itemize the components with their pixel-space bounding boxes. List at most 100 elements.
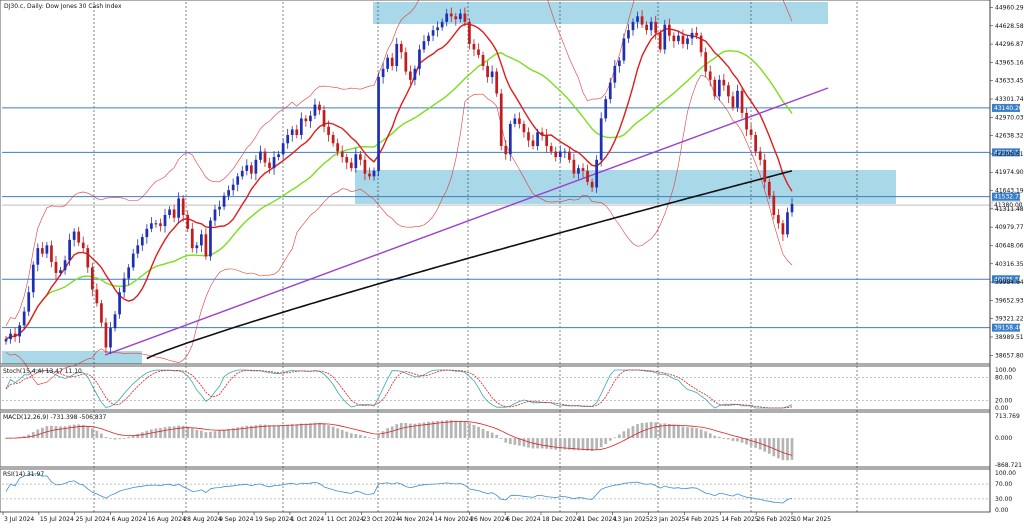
macd-histogram-bar [518, 438, 521, 446]
macd-histogram-bar [736, 438, 739, 442]
time-tick-label: 26 Nov 2024 [470, 516, 509, 523]
macd-histogram-bar [749, 438, 753, 446]
candle-bear [481, 54, 485, 67]
macd-histogram-bar [68, 425, 71, 439]
macd-histogram-bar [608, 438, 612, 441]
candle-bear [477, 49, 480, 55]
current-price-tag [991, 200, 1021, 210]
macd-histogram-bar [81, 424, 85, 439]
ma-green-line [5, 50, 793, 340]
macd-histogram-bar [495, 434, 499, 439]
candle-bear [581, 168, 585, 171]
price-tick-label: 39652.93 [995, 297, 1024, 304]
macd-tick-label: -868.721 [995, 462, 1022, 469]
macd-histogram-bar [699, 429, 703, 439]
macd-histogram-bar [236, 427, 240, 439]
current-price-label: 41380.00 [994, 202, 1023, 209]
candle-bull [4, 339, 8, 342]
candle-bear [345, 157, 349, 163]
candle-bear [722, 79, 726, 86]
macd-histogram-bar [549, 438, 553, 450]
macd-histogram-bar [595, 438, 598, 451]
macd-histogram-bar [627, 428, 630, 439]
macd-histogram-bar [349, 433, 353, 439]
price-tick-label: 39321.22 [995, 316, 1024, 323]
macd-histogram-bar [281, 425, 285, 439]
macd-histogram-bar [86, 426, 90, 439]
candle-bull [145, 228, 149, 238]
macd-histogram-bar [563, 438, 567, 450]
macd-histogram-bar [418, 423, 421, 439]
macd-histogram-bar [54, 426, 58, 439]
candle-bear [181, 198, 185, 216]
time-tick-label: 4 Feb 2025 [685, 516, 719, 523]
macd-histogram-bar [572, 438, 576, 451]
candle-bear [336, 143, 340, 152]
candle-bull [213, 209, 217, 221]
macd-histogram-bar [131, 435, 135, 439]
candle-bull [36, 248, 40, 265]
macd-histogram-bar [386, 428, 390, 439]
trendline-layer[interactable] [104, 87, 829, 356]
macd-histogram-bar [649, 422, 653, 439]
candle-bull [386, 57, 390, 69]
candle-bear [190, 228, 194, 249]
candle-bull [608, 82, 612, 100]
time-tick-label: 26 Feb 2025 [757, 516, 795, 523]
time-tick-label: 14 Feb 2025 [721, 516, 759, 523]
candle-bull [413, 68, 417, 80]
macd-histogram-bar [413, 423, 417, 439]
macd-histogram-bar [118, 438, 121, 440]
macd-histogram-bar [427, 421, 430, 439]
macd-histogram-bar [31, 432, 35, 439]
macd-histogram-bar [436, 420, 439, 439]
macd-histogram-bar [381, 431, 385, 439]
ma-red-line [5, 23, 793, 340]
macd-histogram-bar [672, 424, 676, 439]
macd-histogram-bar [404, 423, 408, 439]
candle-bear [568, 151, 571, 160]
macd-histogram-bar [422, 422, 426, 439]
candle-bull [22, 311, 26, 326]
macd-histogram-bar [686, 427, 689, 439]
candle-bear [486, 66, 489, 78]
macd-histogram-bar [645, 422, 648, 439]
macd-histogram-bar [486, 431, 489, 439]
rsi-tick-label: 70.00 [995, 481, 1012, 488]
macd-histogram-bar [204, 432, 208, 439]
macd-histogram-bar [681, 426, 685, 439]
candle-bear [749, 129, 753, 135]
candle-bear [104, 322, 108, 348]
candle-bull [627, 30, 630, 39]
candle-bear [586, 170, 589, 182]
candle-bear [81, 242, 85, 249]
macd-histogram-bar [513, 438, 517, 445]
macd-histogram-bar [77, 424, 81, 439]
candle-bull [604, 99, 608, 119]
macd-histogram-bar [558, 438, 562, 450]
macd-histogram-bar [109, 438, 112, 439]
candles [4, 7, 794, 355]
macd-histogram-bar [95, 430, 99, 439]
candle-bear [77, 231, 81, 243]
candle-bull [736, 90, 739, 108]
candle-bull [636, 16, 639, 22]
macd-histogram-bar [504, 438, 508, 443]
macd-histogram-bar [617, 434, 621, 439]
macd-histogram-bar [286, 424, 290, 439]
macd-histogram-bar [713, 435, 717, 439]
macd-histogram-bar [508, 438, 512, 445]
candle-bull [240, 170, 244, 177]
price-tick-label: 38657.80 [995, 352, 1024, 359]
macd-histogram-bar [322, 423, 326, 439]
candle-bear [331, 134, 335, 144]
highlight-zones [2, 2, 896, 364]
candle-bear [472, 43, 476, 50]
macd-histogram-bar [445, 420, 449, 439]
candle-bear [204, 234, 208, 257]
macd-histogram-bar [454, 420, 458, 439]
horizontal-levels[interactable]: 43140.26 42335.12 41532.73 40035.50 39158.40… [2, 103, 1023, 332]
macd-histogram-bar [677, 425, 680, 439]
